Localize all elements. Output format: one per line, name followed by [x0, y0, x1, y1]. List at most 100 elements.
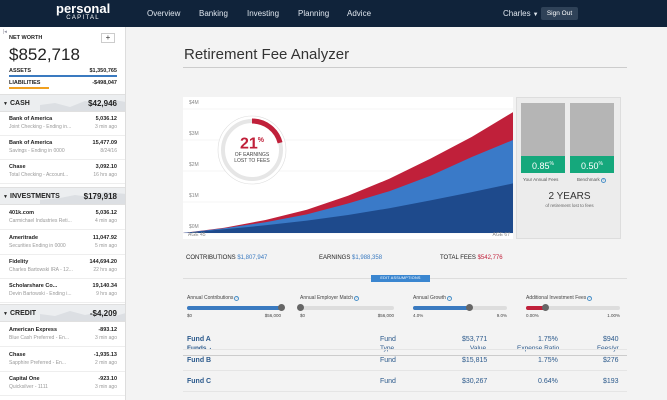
fund-fees: $193: [603, 378, 619, 385]
slider-track[interactable]: [187, 304, 285, 311]
col-fees-yr[interactable]: Fees/yr: [597, 345, 619, 352]
slider-label: Annual Growth?: [413, 295, 507, 301]
slider-label: Annual Contributions?: [187, 295, 281, 301]
sign-out-button[interactable]: Sign Out: [541, 7, 578, 20]
account-row[interactable]: Chase Total Checking - Account... 3,092.…: [0, 161, 125, 184]
account-row[interactable]: Bank of America Joint Checking - Ending …: [0, 113, 125, 136]
section-credit[interactable]: ▼ CREDIT -$4,209: [0, 304, 125, 322]
col-value[interactable]: Value: [470, 345, 487, 352]
section-cash[interactable]: ▼ CASH $42,946: [0, 94, 125, 112]
sort-asc-icon: ▲: [208, 346, 213, 351]
add-account-button[interactable]: +: [101, 33, 115, 43]
benchmark-label-wrap: Benchmark?: [577, 177, 606, 183]
slider-3[interactable]: Additional Investment Fees? 0.00% 1.00%: [526, 295, 620, 318]
assets-row[interactable]: ASSETS $1,350,765: [9, 68, 117, 74]
edit-assumptions-button[interactable]: EDIT ASSUMPTIONS: [371, 275, 430, 282]
slider-handle[interactable]: [297, 304, 304, 311]
slider-0[interactable]: Annual Contributions? $0 $56,000: [187, 295, 285, 318]
help-icon[interactable]: ?: [234, 296, 240, 301]
contributions-label: CONTRIBUTIONS: [186, 255, 236, 261]
fund-name[interactable]: Fund C: [187, 378, 212, 385]
account-row[interactable]: Chase Sapphire Preferred - En... -1,935.…: [0, 349, 125, 372]
donut-caption-1: OF EARNINGS: [234, 152, 270, 159]
account-name: Bank of America: [9, 116, 53, 122]
col-type[interactable]: Type: [380, 345, 395, 352]
slider-track[interactable]: [297, 304, 394, 311]
benchmark-bar: 0.50%: [570, 103, 614, 173]
nav-overview[interactable]: Overview: [147, 9, 181, 18]
nav-banking[interactable]: Banking: [199, 9, 228, 18]
slider-max: $56,000: [377, 313, 394, 318]
logo-sub: CAPITAL: [66, 15, 100, 21]
years-lost: 2 YEARS: [548, 191, 591, 202]
collapse-sidebar-icon[interactable]: |◂: [3, 29, 7, 35]
y-tick-label: $4M: [189, 100, 199, 106]
liabilities-row[interactable]: LIABILITIES -$498,047: [9, 80, 117, 86]
account-name: Fidelity: [9, 259, 29, 265]
liabilities-value: -$498,047: [92, 80, 117, 86]
table-header-divider: [183, 355, 627, 356]
slider-max: 1.00%: [607, 313, 620, 318]
account-row[interactable]: Capital One Quicksilver - 1111 -923.10 3…: [0, 373, 125, 396]
account-time: 3 min ago: [95, 124, 117, 130]
table-row[interactable]: Fund C Fund $30,267 0.64% $193: [183, 371, 627, 392]
section-investments[interactable]: ▼ INVESTMENTS $179,918: [0, 187, 125, 205]
slider-handle[interactable]: [541, 304, 549, 311]
col-expense-ratio[interactable]: Expense Ratio: [517, 345, 560, 352]
account-amount: -923.10: [98, 376, 117, 382]
logo[interactable]: personal CAPITAL: [56, 2, 110, 22]
your-fees-fill: 0.85%: [521, 156, 565, 173]
nav-planning[interactable]: Planning: [298, 9, 330, 18]
benchmark-value: 0.50: [581, 161, 599, 171]
slider-handle[interactable]: [466, 304, 474, 311]
account-time: 5 min ago: [95, 243, 117, 249]
account-desc: Blue Cash Preferred - En...: [9, 335, 70, 341]
donut-percent: 21%: [221, 133, 283, 152]
earnings-total: EARNINGS $1,988,358: [319, 255, 382, 261]
table-row[interactable]: Fund B Fund $15,815 1.75% $276: [183, 350, 627, 371]
help-icon[interactable]: ?: [354, 296, 360, 301]
slider-handle[interactable]: [278, 304, 285, 311]
account-row[interactable]: Scholarshare Co... Devin Bartowski - End…: [0, 280, 125, 303]
sidebar: |◂ NET WORTH + $852,718 ASSETS $1,350,76…: [0, 27, 126, 400]
x-start-label: AGE 45: [188, 232, 206, 238]
donut-percent-sign: %: [257, 137, 265, 144]
help-icon[interactable]: ?: [600, 178, 606, 183]
account-desc: Total Checking - Account...: [9, 172, 69, 178]
table-row[interactable]: Fund A Fund $53,771 1.75% $940: [183, 329, 627, 350]
slider-fill: [187, 306, 281, 310]
account-row[interactable]: American Express Blue Cash Preferred - E…: [0, 324, 125, 347]
account-amount: 144,694.20: [89, 259, 117, 265]
fund-name[interactable]: Fund A: [187, 336, 211, 343]
account-name: Chase: [9, 164, 26, 170]
slider-track[interactable]: [526, 304, 620, 311]
account-name: 401k.com: [9, 210, 35, 216]
benchmark-pct: %: [598, 161, 603, 167]
fund-type: Fund: [380, 357, 396, 364]
account-desc: Quicksilver - 1111: [9, 384, 48, 390]
account-time: 2 min ago: [95, 360, 117, 366]
fee-growth-chart: $4M $3M $2M $1M $0M AGE 45 AGE 67 21% OF EAR…: [183, 97, 513, 239]
slider-2[interactable]: Annual Growth? 4.0% 9.0%: [413, 295, 507, 318]
your-fees-label: Your Annual Fees: [523, 177, 559, 182]
slider-1[interactable]: Annual Employer Match? $0 $56,000: [297, 295, 394, 318]
nav-advice[interactable]: Advice: [347, 9, 372, 18]
fund-name[interactable]: Fund B: [187, 357, 212, 364]
help-icon[interactable]: ?: [587, 296, 593, 301]
account-time: 4 min ago: [95, 218, 117, 224]
user-menu[interactable]: Charles ▼: [503, 9, 539, 18]
nav-investing[interactable]: Investing: [247, 9, 280, 18]
fund-value: $30,267: [462, 378, 488, 385]
col-funds[interactable]: Funds ▲: [187, 345, 212, 352]
account-row[interactable]: 401k.com Carmichael Industries Reti... 5…: [0, 207, 125, 230]
fees-value: $542,776: [477, 255, 503, 261]
account-amount: 19,140.34: [92, 283, 117, 289]
slider-label: Annual Employer Match?: [300, 295, 394, 301]
fees-donut: [217, 115, 287, 185]
slider-track[interactable]: [413, 304, 507, 311]
help-icon[interactable]: ?: [447, 296, 453, 301]
slider-min: 4.0%: [413, 313, 424, 318]
account-row[interactable]: Ameritrade Securities Ending in 0000 11,…: [0, 232, 125, 255]
account-row[interactable]: Fidelity Charles Bartowski IRA - 12... 1…: [0, 256, 125, 279]
account-row[interactable]: Bank of America Savings - Ending in 0000…: [0, 137, 125, 160]
